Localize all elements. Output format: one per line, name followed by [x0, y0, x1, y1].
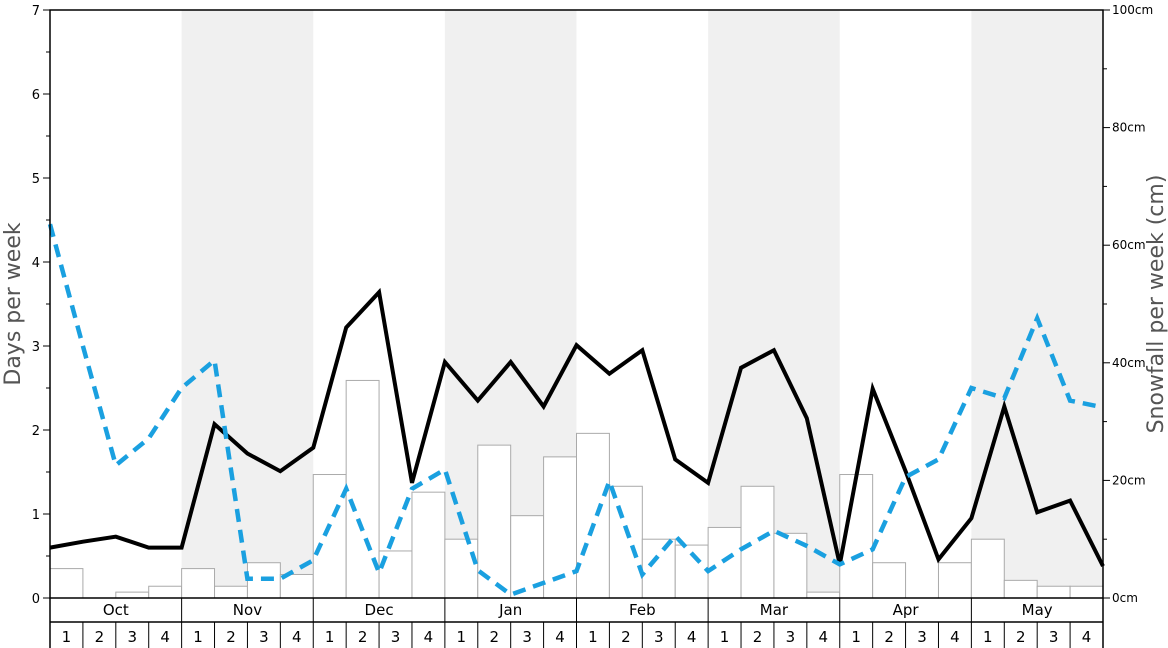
- week-label: 2: [621, 628, 631, 646]
- snowfall-bar: [543, 456, 577, 599]
- left-tick-label: 2: [32, 424, 40, 439]
- x-axis-table: Oct 1 2 3 4 Nov 1 2 3 4 Dec 1 2 3 4 Jan 1 2 3 4 Feb 1 2 3 4 Mar 1 2…: [49, 598, 1104, 648]
- week-label: 4: [424, 628, 434, 646]
- week-label: 3: [391, 628, 401, 646]
- month-shade-may: [971, 10, 1103, 598]
- right-tick-label: 60cm: [1112, 238, 1146, 252]
- month-label: Jan: [498, 601, 522, 619]
- left-tick-label: 3: [32, 340, 40, 355]
- week-label: 3: [522, 628, 532, 646]
- left-tick-label: 4: [32, 256, 40, 271]
- week-label: 1: [720, 628, 730, 646]
- day-lines: [47, 223, 1105, 598]
- week-label: 1: [588, 628, 598, 646]
- right-tick-label: 40cm: [1112, 356, 1146, 370]
- week-label: 4: [160, 628, 170, 646]
- week-label: 2: [884, 628, 894, 646]
- week-label: 2: [226, 628, 236, 646]
- week-label: 3: [127, 628, 137, 646]
- month-shade-nov: [181, 10, 314, 598]
- week-label: 3: [259, 628, 269, 646]
- week-label: 3: [654, 628, 664, 646]
- week-label: 3: [1049, 628, 1059, 646]
- dashed-line-series: [47, 223, 1104, 598]
- left-axis: 0 1 2 3 4 5 6 7: [32, 4, 50, 607]
- snowfall-bar: [214, 585, 248, 599]
- month-label: Mar: [760, 601, 789, 619]
- snowfall-bar: [1036, 585, 1071, 599]
- month-label: Apr: [893, 601, 920, 619]
- week-label: 4: [819, 628, 829, 646]
- month-label: May: [1022, 601, 1053, 619]
- week-label: 1: [325, 628, 335, 646]
- right-tick-label: 20cm: [1112, 473, 1146, 487]
- week-label: 2: [753, 628, 763, 646]
- snowfall-bar: [641, 538, 676, 599]
- week-label: 1: [851, 628, 861, 646]
- snowfall-bar: [608, 485, 643, 599]
- left-tick-label: 7: [32, 4, 40, 19]
- month-label: Dec: [365, 601, 394, 619]
- week-label: 4: [292, 628, 302, 646]
- snowfall-bar: [937, 562, 972, 599]
- snowfall-bars: [49, 379, 1104, 599]
- week-label: 1: [983, 628, 993, 646]
- snowfall-bar: [872, 562, 907, 599]
- snowfall-bar: [444, 538, 479, 599]
- week-label: 3: [786, 628, 796, 646]
- snowfall-bar: [576, 432, 610, 599]
- month-shading: [181, 10, 1103, 598]
- month-label: Oct: [103, 601, 129, 619]
- snowfall-bar: [148, 585, 183, 599]
- month-label: Feb: [629, 601, 656, 619]
- week-label: 3: [917, 628, 927, 646]
- week-label: 4: [687, 628, 697, 646]
- snowfall-bar: [181, 568, 216, 599]
- week-label: 2: [95, 628, 105, 646]
- right-tick-label: 80cm: [1112, 121, 1146, 135]
- week-label: 2: [489, 628, 499, 646]
- left-tick-label: 0: [32, 592, 40, 607]
- month-label: Nov: [233, 601, 262, 619]
- snowfall-bar: [411, 491, 446, 599]
- week-label: 2: [358, 628, 368, 646]
- left-tick-label: 5: [32, 172, 40, 187]
- week-label: 4: [950, 628, 960, 646]
- right-tick-label: 0cm: [1112, 591, 1138, 605]
- left-tick-label: 6: [32, 88, 40, 103]
- right-tick-label: 100cm: [1112, 3, 1153, 17]
- snowfall-bar: [312, 474, 347, 599]
- left-axis-title: Days per week: [1, 222, 26, 385]
- week-label: 1: [457, 628, 467, 646]
- snowfall-bar: [970, 538, 1005, 599]
- week-label: 4: [555, 628, 565, 646]
- snowfall-bar: [1003, 579, 1038, 599]
- week-label: 1: [62, 628, 72, 646]
- left-tick-label: 1: [32, 508, 40, 523]
- week-label: 4: [1082, 628, 1092, 646]
- snowfall-bar: [1069, 585, 1104, 599]
- week-label: 2: [1016, 628, 1026, 646]
- right-axis: 0cm 20cm 40cm 60cm 80cm 100cm: [1103, 3, 1153, 605]
- week-label: 1: [193, 628, 203, 646]
- right-axis-title: Snowfall per week (cm): [1144, 175, 1168, 434]
- snowfall-bar: [115, 591, 150, 599]
- snowfall-bar: [806, 591, 841, 599]
- snowfall-bar: [740, 485, 775, 599]
- snowfall-bar: [49, 568, 84, 599]
